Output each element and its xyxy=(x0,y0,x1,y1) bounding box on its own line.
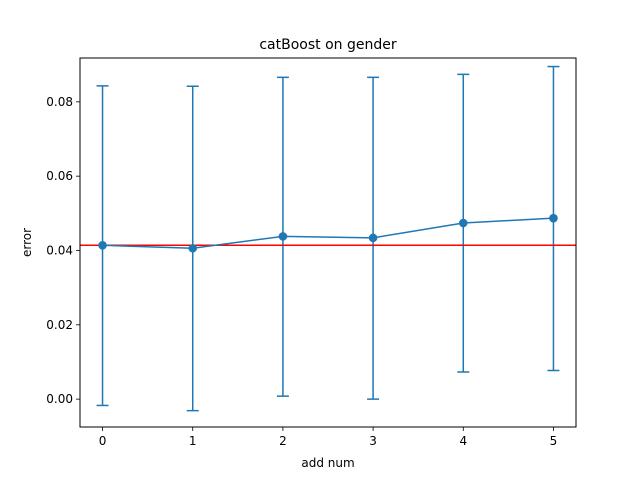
data-point xyxy=(188,243,198,253)
axis-ticks: 0 1 2 3 4 5 0.00 0.02 0.04 0.06 0.08 xyxy=(46,95,557,448)
x-tick-label: 2 xyxy=(279,434,287,448)
x-tick-label: 5 xyxy=(550,434,558,448)
plot-area xyxy=(80,65,576,412)
axes-frame xyxy=(79,57,577,428)
y-tick-label: 0.02 xyxy=(46,318,73,332)
chart-title: catBoost on gender xyxy=(259,37,396,53)
data-point xyxy=(549,213,558,223)
x-tick-label: 1 xyxy=(189,434,197,448)
y-tick-label: 0.08 xyxy=(46,95,73,109)
data-point xyxy=(278,232,288,241)
data-point xyxy=(368,233,378,243)
y-tick-label: 0.04 xyxy=(46,243,73,257)
data-point xyxy=(458,218,468,228)
y-axis-label: error xyxy=(20,228,34,257)
x-axis-label: add num xyxy=(301,456,354,470)
y-tick-label: 0.00 xyxy=(46,392,73,406)
series-line xyxy=(102,217,554,250)
x-tick-label: 3 xyxy=(369,434,377,448)
y-tick-label: 0.06 xyxy=(46,169,73,183)
x-tick-label: 0 xyxy=(99,434,107,448)
data-point xyxy=(98,240,107,250)
x-tick-label: 4 xyxy=(459,434,467,448)
